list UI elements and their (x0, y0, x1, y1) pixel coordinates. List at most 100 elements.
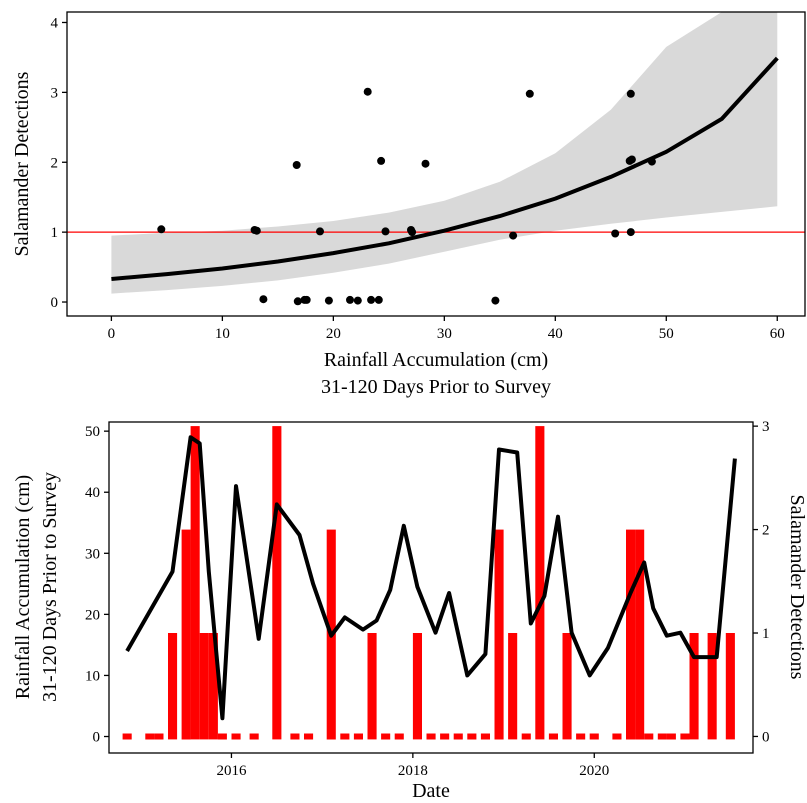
data-point (316, 227, 324, 236)
data-point (525, 89, 534, 98)
data-point (374, 295, 383, 304)
detections-line (125, 435, 737, 721)
bottom-y-axis-title-line2: 31-120 Days Prior to Survey (39, 472, 61, 702)
x-tick-label: 10 (215, 326, 230, 342)
data-point (302, 295, 311, 304)
rainfall-bar (689, 633, 699, 740)
top-x-axis-title-line2: 31-120 Days Prior to Survey (321, 376, 551, 398)
fit-line (111, 56, 779, 281)
rainfall-bar (453, 733, 463, 740)
rainfall-bar (367, 633, 377, 740)
data-point (408, 228, 417, 237)
rainfall-bar (589, 733, 599, 740)
timeseries-chart: 2016 2018 2020 0 10 20 30 40 50 0 1 2 3 Date Rainf… (12, 419, 807, 802)
rainfall-bar (467, 733, 477, 740)
top-y-axis: 0 1 2 3 4 (51, 15, 67, 311)
top-x-axis-title-line1: Rainfall Accumulation (cm) (324, 349, 548, 371)
y-tick-label: 3 (51, 85, 59, 101)
data-point (259, 295, 268, 304)
data-point (626, 89, 635, 98)
rainfall-bar (657, 733, 667, 740)
bottom-left-y-axis: 0 10 20 30 40 50 (85, 424, 109, 746)
rainfall-bar (290, 733, 300, 740)
bottom-plot-frame (108, 421, 754, 754)
x-tick-label: 2018 (398, 763, 428, 779)
y-tick-label: 4 (51, 15, 59, 31)
rainfall-bar (666, 733, 676, 740)
rainfall-bar (168, 633, 178, 740)
x-tick-label: 0 (108, 326, 116, 342)
rainfall-bar (626, 529, 636, 740)
rainfall-bars (122, 426, 735, 740)
rainfall-bar (535, 426, 545, 740)
top-x-axis: 0 10 20 30 40 50 60 (108, 316, 785, 342)
bottom-right-y-axis-title: Salamander Detections (786, 495, 807, 680)
x-tick-label: 30 (437, 326, 452, 342)
y2-tick-label: 2 (762, 523, 770, 539)
rainfall-bar (217, 733, 227, 740)
bottom-x-axis: 2016 2018 2020 (216, 753, 609, 779)
x-tick-label: 40 (548, 326, 563, 342)
y-tick-label: 20 (85, 607, 100, 623)
bottom-right-y-axis: 0 1 2 3 (753, 419, 770, 745)
rainfall-bar (199, 633, 209, 740)
rainfall-bar (272, 426, 282, 740)
bottom-x-axis-title: Date (412, 780, 450, 802)
rainfall-bar (426, 733, 436, 740)
data-point (509, 231, 518, 240)
rainfall-bar (635, 529, 645, 740)
rainfall-bar (340, 733, 350, 740)
y-tick-label: 10 (85, 668, 100, 684)
data-point (626, 228, 635, 237)
data-point (292, 161, 301, 169)
rainfall-bar (181, 529, 191, 740)
rainfall-bar (412, 633, 422, 740)
top-plot-frame (66, 11, 806, 317)
x-tick-label: 2016 (216, 763, 247, 779)
y-tick-label: 50 (85, 424, 100, 440)
data-point (627, 155, 636, 164)
rainfall-bar (508, 633, 518, 740)
rainfall-bar (440, 733, 450, 740)
rainfall-bar (122, 733, 132, 740)
rainfall-bar (208, 633, 218, 740)
data-point (157, 225, 166, 234)
scatter-chart: 0 10 20 30 40 50 60 0 1 2 3 4 Rainfall Accumulatio… (11, 11, 806, 398)
data-point (611, 229, 620, 238)
data-point (293, 297, 302, 306)
data-point (381, 227, 390, 236)
data-point (346, 295, 354, 304)
rainfall-bar (562, 633, 572, 740)
rainfall-bar (381, 733, 391, 740)
top-y-axis-title: Salamander Detections (11, 71, 33, 256)
y2-tick-label: 3 (762, 419, 770, 435)
x-tick-label: 20 (326, 326, 341, 342)
rainfall-bar (190, 426, 200, 740)
y-tick-label: 30 (85, 546, 100, 562)
bottom-y-axis-title-line1: Rainfall Accumulation (cm) (12, 475, 34, 699)
y-tick-label: 1 (51, 225, 59, 241)
rainfall-bar (145, 733, 155, 740)
rainfall-bar (576, 733, 586, 740)
rainfall-bar (707, 633, 717, 740)
rainfall-bar (644, 733, 654, 740)
rainfall-bar (548, 733, 558, 740)
rainfall-bar (231, 733, 241, 740)
y-tick-label: 0 (51, 295, 59, 311)
data-point (324, 296, 333, 305)
data-point (491, 296, 500, 305)
y-tick-label: 0 (93, 730, 101, 746)
rainfall-bar (680, 733, 690, 740)
data-point (367, 295, 376, 304)
data-point (363, 87, 372, 96)
rainfall-bar (154, 733, 164, 740)
rainfall-bar (494, 529, 504, 740)
confidence-band (111, 12, 778, 294)
data-point (377, 156, 386, 165)
data-point (252, 226, 261, 235)
rainfall-bar (521, 733, 531, 740)
x-tick-label: 2020 (579, 763, 609, 779)
rainfall-bar (480, 733, 490, 740)
rainfall-bar (353, 733, 363, 740)
data-point (647, 157, 656, 166)
